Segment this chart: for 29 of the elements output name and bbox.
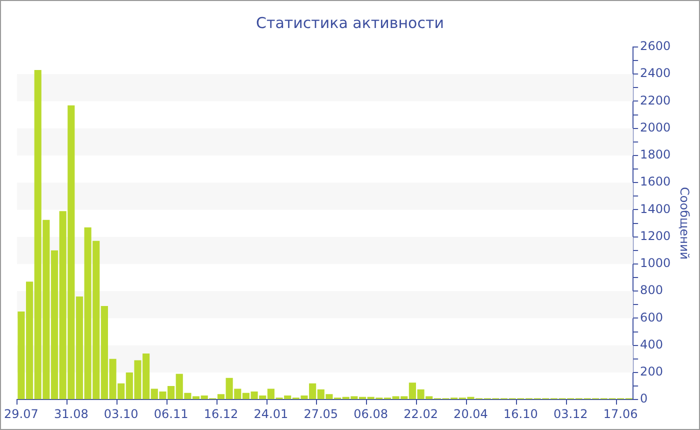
x-tick-label: 16.10: [504, 406, 538, 421]
y-tick-label: 0: [640, 392, 648, 406]
y-tick-label: 2600: [640, 39, 671, 54]
x-tick-label: 03.12: [553, 406, 588, 421]
y-tick-label: 2400: [640, 66, 671, 80]
y-tick-label: 600: [640, 310, 663, 324]
y-tick-label: 2000: [640, 120, 671, 134]
y-tick-label: 1200: [640, 228, 671, 243]
x-tick-label: 27.05: [304, 406, 338, 421]
y-tick-label: 800: [640, 283, 663, 298]
y-tick-label: 1800: [640, 148, 671, 162]
x-tick-label: 22.02: [404, 406, 438, 421]
x-tick-label: 20.04: [454, 406, 488, 421]
x-tick-label: 17.06: [603, 406, 638, 421]
y-tick-label: 1000: [640, 256, 671, 270]
y-tick-label: 1400: [640, 202, 671, 216]
x-tick-label: 16.12: [204, 406, 238, 421]
x-tick-label: 31.08: [54, 406, 88, 421]
chart-title: Статистика активности: [256, 14, 444, 32]
y-tick-label: 200: [640, 364, 663, 379]
y-tick-label: 400: [640, 337, 663, 352]
x-tick-label: 29.07: [4, 406, 38, 421]
x-tick-label: 03.10: [104, 406, 138, 421]
y-axis-title: Сообщений: [678, 187, 692, 260]
x-tick-label: 06.08: [354, 406, 388, 421]
x-tick-label: 06.11: [154, 406, 188, 421]
y-tick-label: 2200: [640, 93, 671, 108]
x-tick-label: 24.01: [254, 406, 288, 421]
y-tick-label: 1600: [640, 174, 671, 189]
